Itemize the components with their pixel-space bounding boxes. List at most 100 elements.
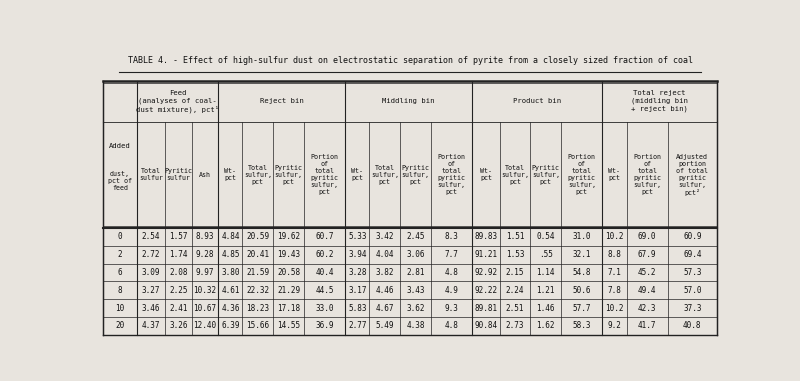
Text: Wt-
pct: Wt- pct xyxy=(480,168,492,181)
Text: Ash: Ash xyxy=(199,172,211,178)
Text: 92.92: 92.92 xyxy=(474,268,498,277)
Text: 20.58: 20.58 xyxy=(277,268,300,277)
Text: 4.85: 4.85 xyxy=(221,250,240,259)
Text: .55: .55 xyxy=(539,250,553,259)
Text: 6.39: 6.39 xyxy=(221,321,240,330)
Text: 19.43: 19.43 xyxy=(277,250,300,259)
Text: 2.15: 2.15 xyxy=(506,268,524,277)
Text: 69.0: 69.0 xyxy=(638,232,657,242)
Text: Product bin: Product bin xyxy=(514,98,562,104)
Text: Pyritic
sulfur,
pct: Pyritic sulfur, pct xyxy=(402,165,430,185)
Text: 60.9: 60.9 xyxy=(683,232,702,242)
Text: 2.45: 2.45 xyxy=(406,232,425,242)
Text: 10.67: 10.67 xyxy=(194,304,217,312)
Text: 8: 8 xyxy=(118,286,122,295)
Text: 1.62: 1.62 xyxy=(537,321,555,330)
Text: 45.2: 45.2 xyxy=(638,268,657,277)
Text: 1.53: 1.53 xyxy=(506,250,524,259)
Text: 18.23: 18.23 xyxy=(246,304,270,312)
Text: 1.57: 1.57 xyxy=(169,232,188,242)
Text: 69.4: 69.4 xyxy=(683,250,702,259)
Text: 9.3: 9.3 xyxy=(445,304,458,312)
Text: 2: 2 xyxy=(118,250,122,259)
Text: Total
sulfur: Total sulfur xyxy=(139,168,163,181)
Text: 3.43: 3.43 xyxy=(406,286,425,295)
Text: 3.46: 3.46 xyxy=(142,304,160,312)
Text: 58.3: 58.3 xyxy=(573,321,591,330)
Text: 10.2: 10.2 xyxy=(606,304,624,312)
Text: 92.22: 92.22 xyxy=(474,286,498,295)
Text: 2.51: 2.51 xyxy=(506,304,524,312)
Text: 2.54: 2.54 xyxy=(142,232,160,242)
Text: 32.1: 32.1 xyxy=(573,250,591,259)
Text: 10.2: 10.2 xyxy=(606,232,624,242)
Text: Wt-
pct: Wt- pct xyxy=(609,168,621,181)
Text: Pyritic
sulfur: Pyritic sulfur xyxy=(164,168,192,181)
Text: 10.32: 10.32 xyxy=(194,286,217,295)
Text: 4.04: 4.04 xyxy=(375,250,394,259)
Text: Feed
(analyses of coal-
dust mixture), pct¹: Feed (analyses of coal- dust mixture), p… xyxy=(136,90,219,113)
Text: 15.66: 15.66 xyxy=(246,321,270,330)
Text: 5.49: 5.49 xyxy=(375,321,394,330)
Text: 0: 0 xyxy=(118,232,122,242)
Text: 2.81: 2.81 xyxy=(406,268,425,277)
Text: Wt-
pct: Wt- pct xyxy=(224,168,236,181)
Text: 14.55: 14.55 xyxy=(277,321,300,330)
Text: Portion
of
total
pyritic
sulfur,
pct: Portion of total pyritic sulfur, pct xyxy=(568,154,596,195)
Text: 91.21: 91.21 xyxy=(474,250,498,259)
Text: 2.73: 2.73 xyxy=(506,321,524,330)
Text: 1.21: 1.21 xyxy=(537,286,555,295)
Text: 4.67: 4.67 xyxy=(375,304,394,312)
Text: 57.3: 57.3 xyxy=(683,268,702,277)
Text: Wt-
pct: Wt- pct xyxy=(351,168,363,181)
Text: 2.25: 2.25 xyxy=(169,286,188,295)
Text: 4.8: 4.8 xyxy=(445,321,458,330)
Text: Total reject
(middling bin
+ reject bin): Total reject (middling bin + reject bin) xyxy=(631,90,688,112)
Text: 4.8: 4.8 xyxy=(445,268,458,277)
Text: Total
sulfur,
pct: Total sulfur, pct xyxy=(501,165,529,185)
Text: 90.84: 90.84 xyxy=(474,321,498,330)
Text: 3.17: 3.17 xyxy=(348,286,366,295)
Text: 31.0: 31.0 xyxy=(573,232,591,242)
Text: 21.29: 21.29 xyxy=(277,286,300,295)
Text: 4.9: 4.9 xyxy=(445,286,458,295)
Text: 41.7: 41.7 xyxy=(638,321,657,330)
Text: 4.38: 4.38 xyxy=(406,321,425,330)
Text: 3.09: 3.09 xyxy=(142,268,160,277)
Text: 4.84: 4.84 xyxy=(221,232,240,242)
Text: 40.8: 40.8 xyxy=(683,321,702,330)
Text: 57.0: 57.0 xyxy=(683,286,702,295)
Text: 57.7: 57.7 xyxy=(573,304,591,312)
Text: 8.93: 8.93 xyxy=(196,232,214,242)
Text: Portion
of
total
pyritic
sulfur,
pct: Portion of total pyritic sulfur, pct xyxy=(310,154,338,195)
Text: Adjusted
portion
of total
pyritic
sulfur,
pct²: Adjusted portion of total pyritic sulfur… xyxy=(676,154,708,196)
Text: 4.36: 4.36 xyxy=(221,304,240,312)
Text: 60.7: 60.7 xyxy=(315,232,334,242)
Text: 67.9: 67.9 xyxy=(638,250,657,259)
Text: Portion
of
total
pyritic
sulfur,
pct: Portion of total pyritic sulfur, pct xyxy=(634,154,662,195)
Text: 0.54: 0.54 xyxy=(537,232,555,242)
Text: 3.82: 3.82 xyxy=(375,268,394,277)
Text: Middling bin: Middling bin xyxy=(382,98,435,104)
Text: 8.8: 8.8 xyxy=(607,250,622,259)
Text: 3.42: 3.42 xyxy=(375,232,394,242)
Text: Pyritic
sulfur,
pct: Pyritic sulfur, pct xyxy=(274,165,302,185)
Text: 36.9: 36.9 xyxy=(315,321,334,330)
Text: 2.41: 2.41 xyxy=(169,304,188,312)
Text: 20.41: 20.41 xyxy=(246,250,270,259)
Text: 1.74: 1.74 xyxy=(169,250,188,259)
Text: 89.83: 89.83 xyxy=(474,232,498,242)
Text: 2.72: 2.72 xyxy=(142,250,160,259)
Text: 2.24: 2.24 xyxy=(506,286,524,295)
Text: 5.83: 5.83 xyxy=(348,304,366,312)
Text: Reject bin: Reject bin xyxy=(260,98,304,104)
Text: 6: 6 xyxy=(118,268,122,277)
Text: 3.28: 3.28 xyxy=(348,268,366,277)
Text: 4.61: 4.61 xyxy=(221,286,240,295)
Text: 17.18: 17.18 xyxy=(277,304,300,312)
Text: 3.94: 3.94 xyxy=(348,250,366,259)
Text: 1.46: 1.46 xyxy=(537,304,555,312)
Text: Pyritic
sulfur,
pct: Pyritic sulfur, pct xyxy=(532,165,560,185)
Text: 9.97: 9.97 xyxy=(196,268,214,277)
Text: 22.32: 22.32 xyxy=(246,286,270,295)
